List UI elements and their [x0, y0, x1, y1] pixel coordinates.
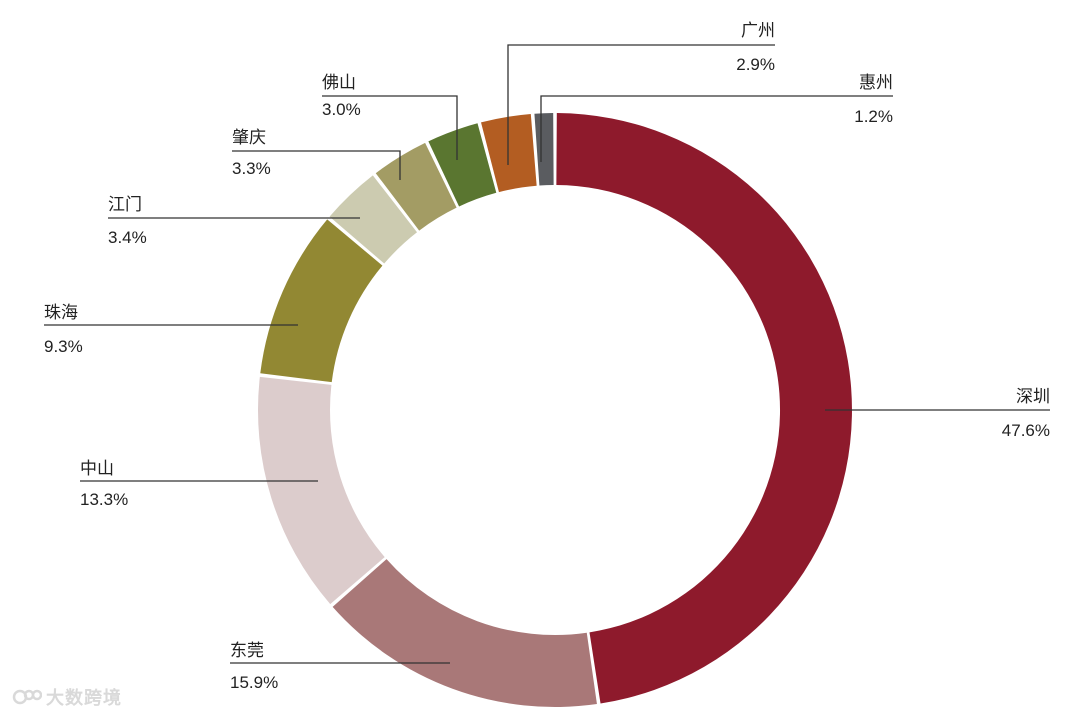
slice-label-value-1: 47.6% [1002, 421, 1050, 440]
slice-labels: 深圳 47.6% 东莞 15.9% 中山 13.3% 珠海 9.3% 江门 3.4% 肇庆 3.3% 佛… [44, 21, 1050, 692]
slice-3 [257, 376, 385, 605]
slice-label-name-3: 中山 [80, 459, 114, 479]
slice-label-name-2: 东莞 [230, 641, 264, 661]
slice-label-name-1: 深圳 [1016, 387, 1050, 407]
slice-label-value-3: 13.3% [80, 490, 128, 509]
watermark-text: 大数跨境 [46, 688, 122, 709]
slice-9 [534, 113, 554, 186]
slice-8 [481, 113, 537, 193]
slice-label-name-9: 惠州 [859, 73, 893, 93]
slice-label-name-8: 广州 [741, 21, 775, 41]
slice-label-value-5: 3.4% [108, 228, 147, 247]
slice-7 [428, 123, 497, 207]
slice-5 [329, 175, 418, 264]
slice-label-name-4: 珠海 [44, 303, 78, 323]
slice-label-value-8: 2.9% [736, 55, 775, 74]
slice-4 [260, 219, 383, 383]
slice-1 [556, 113, 852, 704]
slice-label-value-2: 15.9% [230, 673, 278, 692]
leader-line-7 [322, 95, 458, 160]
slice-2 [332, 559, 597, 707]
slice-label-value-9: 1.2% [854, 107, 893, 126]
slice-label-name-6: 肇庆 [232, 128, 266, 148]
donut-slices [257, 113, 852, 707]
watermark-logo-icon [12, 689, 42, 705]
leader-line-6 [232, 150, 401, 180]
slice-label-name-5: 江门 [108, 195, 142, 215]
watermark: 大数跨境 [12, 684, 122, 710]
slice-6 [375, 142, 457, 231]
leader-line-9 [540, 95, 893, 162]
slice-label-value-6: 3.3% [232, 159, 271, 178]
leader-line-8 [507, 44, 775, 165]
slice-label-name-7: 佛山 [322, 73, 356, 93]
slice-label-value-7: 3.0% [322, 100, 361, 119]
slice-label-value-4: 9.3% [44, 337, 83, 356]
